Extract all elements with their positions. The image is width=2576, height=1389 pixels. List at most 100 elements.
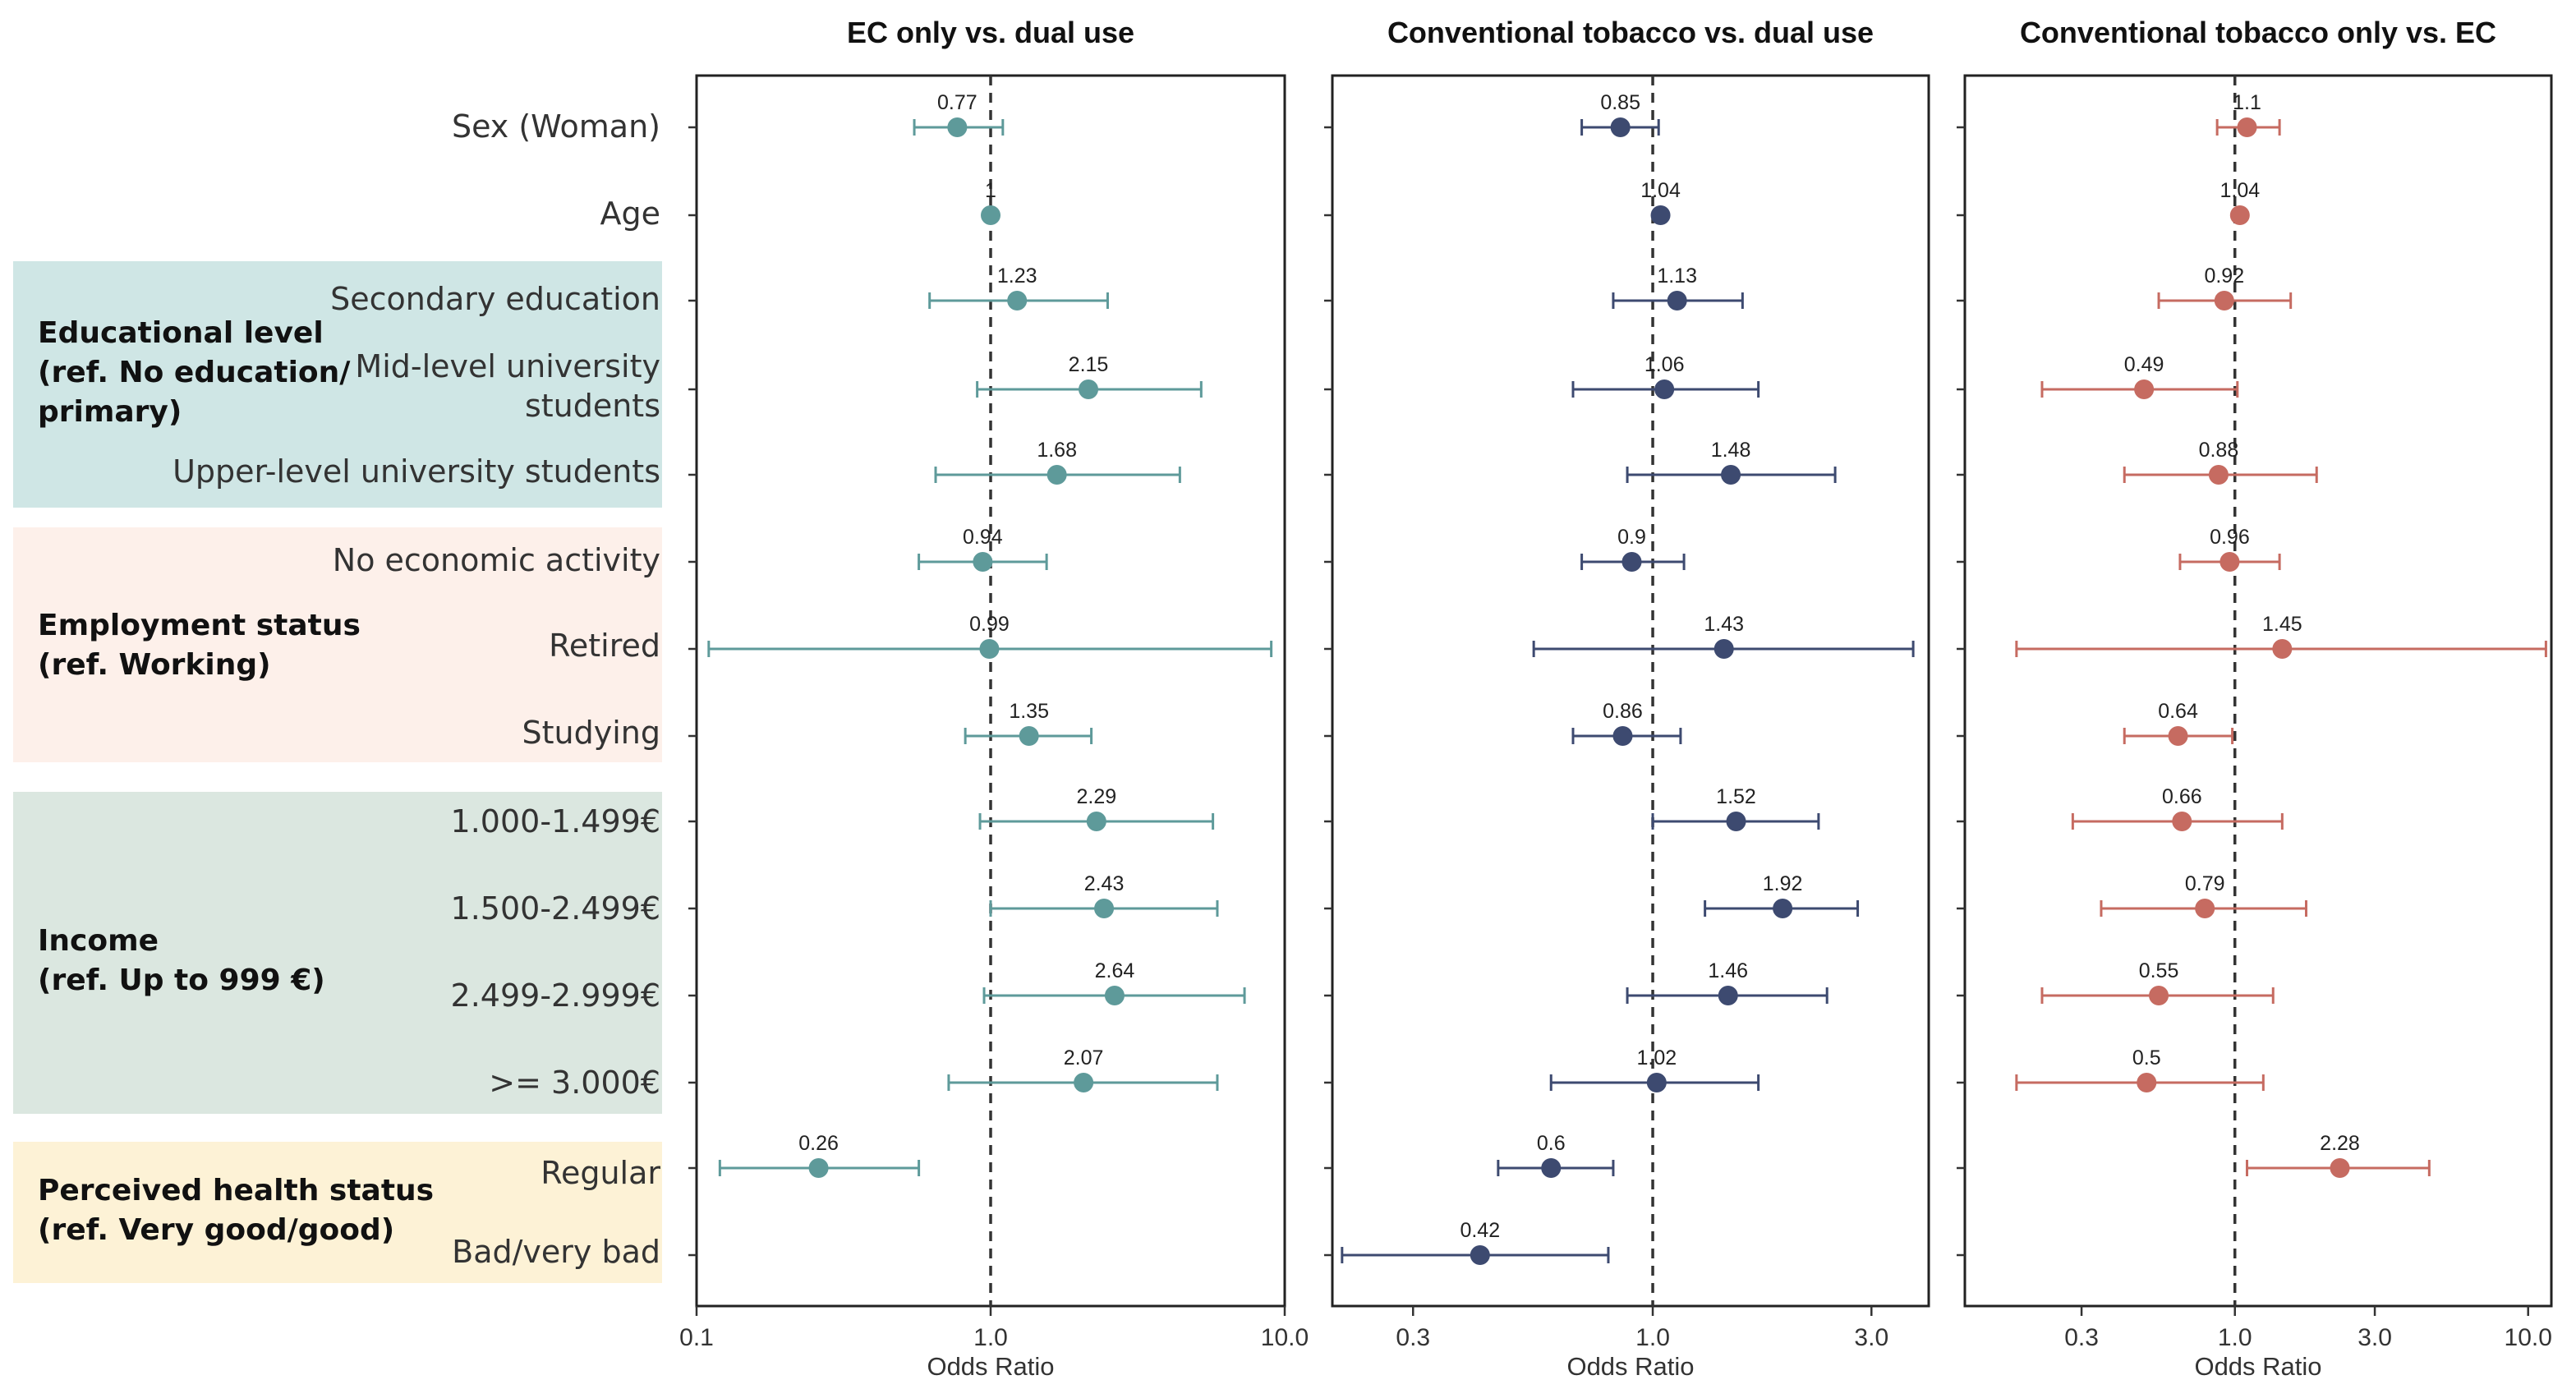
- odds-ratio-point: [2229, 205, 2250, 225]
- odds-ratio-label: 1.23: [997, 264, 1037, 287]
- x-axis-label: Odds Ratio: [2194, 1352, 2321, 1381]
- row-label-income-3000: >= 3.000€: [489, 1065, 660, 1101]
- x-tick-label: 3.0: [1854, 1324, 1888, 1351]
- odds-ratio-point: [981, 205, 1000, 225]
- odds-ratio-point: [2195, 899, 2215, 918]
- panel-title: Conventional tobacco only vs. EC: [2020, 16, 2496, 49]
- x-tick-label: 0.1: [679, 1324, 714, 1351]
- row-label-income-1000: 1.000-1.499€: [450, 803, 660, 839]
- x-tick-label: 1.0: [973, 1324, 1008, 1351]
- row-label-studying: Studying: [522, 715, 660, 751]
- odds-ratio-point: [2172, 812, 2192, 831]
- odds-ratio-point: [2134, 379, 2155, 399]
- odds-ratio-point: [1721, 465, 1741, 485]
- odds-ratio-label: 2.07: [1064, 1046, 1104, 1069]
- odds-ratio-point: [1086, 812, 1106, 831]
- row-label-health-bad: Bad/very bad: [452, 1234, 660, 1270]
- odds-ratio-label: 2.64: [1095, 959, 1135, 982]
- odds-ratio-label: 0.96: [2210, 526, 2250, 549]
- odds-ratio-point: [1094, 899, 1115, 918]
- x-tick-label: 3.0: [2358, 1324, 2392, 1351]
- odds-ratio-point: [2330, 1158, 2350, 1178]
- odds-ratio-point: [2220, 552, 2240, 572]
- odds-ratio-label: 0.26: [798, 1132, 839, 1155]
- odds-ratio-label: 0.85: [1600, 91, 1640, 114]
- odds-ratio-label: 1.06: [1644, 353, 1685, 376]
- row-label-no-economic-activity: No economic activity: [332, 542, 660, 578]
- group-label-income: Income (ref. Up to 999 €): [38, 924, 325, 997]
- odds-ratio-label: 1: [985, 179, 996, 202]
- odds-ratio-point: [1773, 899, 1793, 918]
- panel-title: Conventional tobacco vs. dual use: [1387, 16, 1874, 49]
- odds-ratio-label: 1.04: [2220, 179, 2260, 202]
- odds-ratio-label: 1.1: [2233, 91, 2261, 114]
- panel-frame: [1963, 74, 2553, 1308]
- odds-ratio-label: 0.66: [2162, 785, 2202, 808]
- panel-frame: [695, 74, 1286, 1308]
- odds-ratio-label: 1.48: [1711, 439, 1751, 462]
- odds-ratio-label: 0.5: [2132, 1046, 2161, 1069]
- odds-ratio-label: 0.42: [1460, 1219, 1500, 1242]
- odds-ratio-point: [1650, 205, 1671, 225]
- odds-ratio-point: [1046, 465, 1067, 485]
- odds-ratio-label: 1.02: [1637, 1046, 1677, 1069]
- x-tick-label: 10.0: [1261, 1324, 1309, 1351]
- x-tick-label: 1.0: [1635, 1324, 1670, 1351]
- odds-ratio-point: [2272, 639, 2293, 659]
- odds-ratio-label: 0.94: [963, 526, 1003, 549]
- row-label-age: Age: [600, 195, 661, 232]
- odds-ratio-label: 0.92: [2204, 264, 2244, 287]
- odds-ratio-label: 0.64: [2158, 700, 2198, 723]
- odds-ratio-label: 0.77: [937, 91, 978, 114]
- odds-ratio-point: [1019, 726, 1039, 746]
- odds-ratio-label: 1.13: [1657, 264, 1697, 287]
- odds-ratio-point: [979, 639, 1000, 659]
- row-label-income-2499: 2.499-2.999€: [450, 977, 660, 1014]
- odds-ratio-point: [973, 552, 993, 572]
- odds-ratio-point: [1646, 1073, 1667, 1092]
- odds-ratio-point: [1622, 552, 1642, 572]
- odds-ratio-point: [2149, 986, 2169, 1005]
- odds-ratio-label: 0.86: [1603, 700, 1643, 723]
- row-label-health-regular: Regular: [540, 1155, 660, 1191]
- odds-ratio-label: 2.43: [1084, 872, 1125, 895]
- odds-ratio-point: [1667, 291, 1687, 310]
- odds-ratio-point: [1079, 379, 1099, 399]
- odds-ratio-label: 1.92: [1763, 872, 1803, 895]
- x-tick-label: 0.3: [2064, 1324, 2099, 1351]
- odds-ratio-point: [1074, 1073, 1094, 1092]
- odds-ratio-label: 2.28: [2320, 1132, 2360, 1155]
- odds-ratio-label: 0.88: [2199, 439, 2239, 462]
- odds-ratio-point: [2137, 1073, 2157, 1092]
- odds-ratio-label: 1.46: [1708, 959, 1748, 982]
- odds-ratio-point: [1612, 726, 1633, 746]
- odds-ratio-point: [947, 117, 968, 137]
- odds-ratio-label: 1.45: [2262, 613, 2302, 636]
- odds-ratio-point: [2208, 465, 2229, 485]
- row-label-retired: Retired: [549, 628, 660, 664]
- row-label-income-1500: 1.500-2.499€: [450, 890, 660, 927]
- x-tick-label: 1.0: [2218, 1324, 2252, 1351]
- odds-ratio-point: [1726, 812, 1746, 831]
- odds-ratio-point: [808, 1158, 829, 1178]
- group-box-income: [13, 792, 662, 1114]
- odds-ratio-label: 0.6: [1537, 1132, 1566, 1155]
- group-label-health: Perceived health status (ref. Very good/…: [38, 1174, 435, 1247]
- odds-ratio-point: [1610, 117, 1631, 137]
- odds-ratio-label: 0.99: [969, 613, 1010, 636]
- row-label-secondary-education: Secondary education: [330, 281, 660, 317]
- odds-ratio-label: 0.49: [2124, 353, 2164, 376]
- odds-ratio-label: 0.55: [2139, 959, 2179, 982]
- odds-ratio-point: [1104, 986, 1125, 1005]
- x-tick-label: 10.0: [2505, 1324, 2552, 1351]
- odds-ratio-point: [2214, 291, 2234, 310]
- odds-ratio-label: 2.15: [1069, 353, 1109, 376]
- odds-ratio-point: [1714, 639, 1734, 659]
- x-axis-label: Odds Ratio: [1566, 1352, 1694, 1381]
- row-label-upper-level-university: Upper-level university students: [172, 453, 660, 490]
- x-axis-label: Odds Ratio: [927, 1352, 1054, 1381]
- group-box-education: [13, 261, 662, 508]
- group-label-employment: Employment status (ref. Working): [38, 609, 361, 682]
